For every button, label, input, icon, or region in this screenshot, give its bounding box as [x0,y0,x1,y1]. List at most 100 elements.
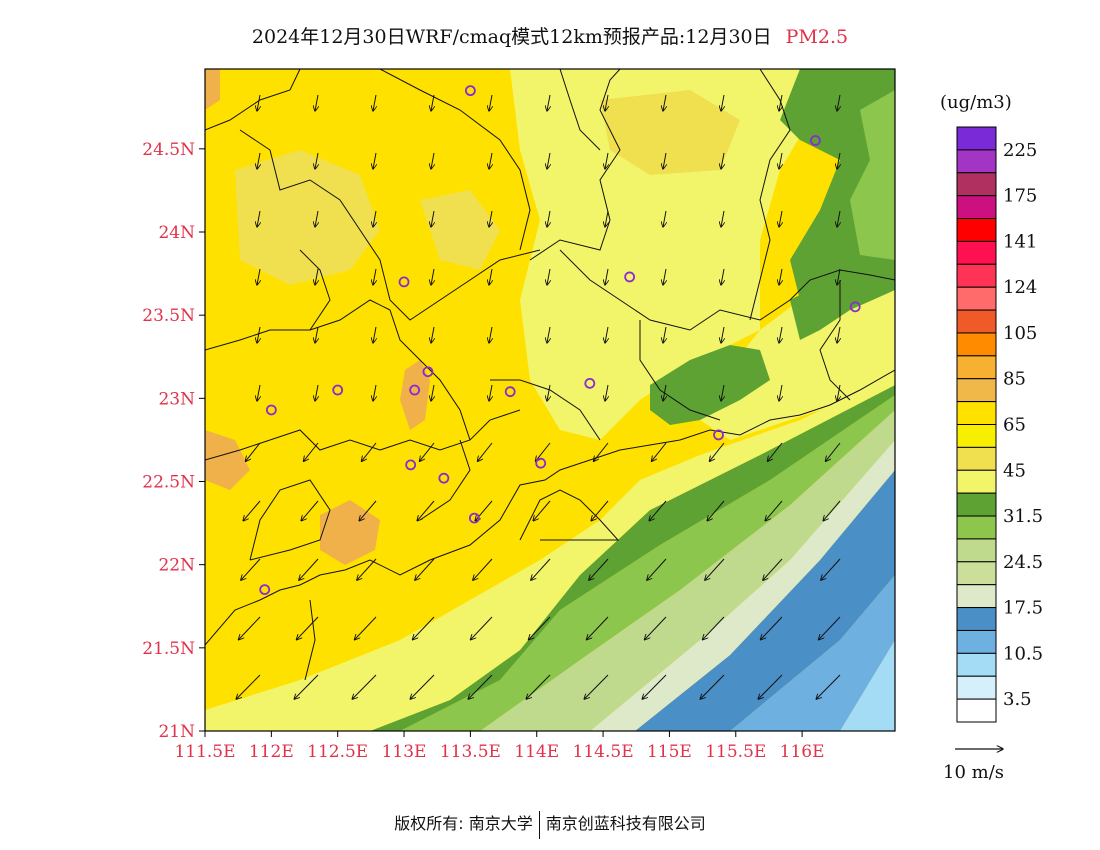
wind-arrow [663,94,666,111]
legend-swatch [956,309,997,334]
wind-arrow [663,152,666,169]
copyright-text: 版权所有: 南京大学 [394,814,533,833]
band-31-fill [370,385,895,731]
band-45-north-fill [510,69,810,440]
lat-tick-label: 24.5N [142,140,195,160]
wind-arrow [415,558,435,580]
map-frame [204,68,896,732]
legend-value-label: 85 [1003,369,1026,390]
band-85-west-fill [205,430,250,490]
wind-arrow [816,674,841,699]
wind-arrow [243,500,261,521]
legend-swatch [956,607,997,631]
wind-arrow [605,384,608,401]
wind-arrow [605,94,608,111]
wind-arrow [257,152,260,169]
wind-arrow [605,326,608,343]
lat-tick-label: 22.5N [142,473,195,493]
wind-arrow [584,674,609,699]
wind-arrow [649,500,667,521]
wind-arrow [315,384,318,401]
band-45-coast-fill [205,375,895,731]
wind-arrow [431,94,434,111]
legend-value-label: 3.5 [1003,689,1032,710]
lon-tick-label: 113.5E [440,742,501,762]
legend-swatch [956,469,997,494]
wind-arrow [605,152,608,169]
green-lake-fill [650,345,770,425]
legend-swatch [956,515,997,540]
wind-arrow [431,326,434,343]
station-marker [405,459,417,471]
county-border-7 [749,69,791,321]
company-text: 南京创蓝科技有限公司 [545,814,706,833]
wind-arrow [431,268,434,285]
copyright-footer: 版权所有: 南京大学 南京创蓝科技有限公司 [0,810,1100,839]
wind-arrow [489,152,492,169]
lon-tick-label: 115.5E [705,742,766,762]
wind-vectors [236,94,841,699]
lon-tick-label: 111.5E [174,742,235,762]
lat-tick-label: 22N [158,556,195,576]
wind-arrow [819,616,841,640]
legend-swatch [956,492,997,517]
title-pollutant: PM2.5 [785,26,849,48]
station-marker [422,366,434,378]
band-10-fill [730,575,895,731]
wind-arrow [535,442,551,461]
wind-arrow [417,500,435,521]
wind-arrow [663,326,666,343]
wind-arrow [245,442,261,461]
wind-arrow [359,500,377,521]
county-border-5 [559,249,895,331]
legend-swatch [956,446,997,471]
green-north-inner-fill [850,90,895,260]
band-85-south-fill [320,500,380,565]
axis-ticks: 111.5E 112E 112.5E 113E 113.5E 114E 114.5E 115E… [142,140,824,762]
wind-arrow [315,94,318,111]
wind-arrow [468,674,493,699]
station-marker [584,377,596,389]
wind-arrow [257,94,260,111]
county-border-11 [419,439,471,521]
wind-arrow [779,94,782,111]
wind-arrow [837,152,840,169]
wind-arrow [413,616,435,640]
wind-arrow [642,674,667,699]
station-marker [849,301,861,313]
wind-arrow [765,500,783,521]
wind-arrow [489,384,492,401]
lon-tick-label: 114.5E [573,742,634,762]
station-marker [259,584,271,596]
wind-arrow [419,442,435,461]
wind-arrow [373,152,376,169]
county-border-8 [205,409,521,461]
lat-tick-label: 23.5N [142,306,195,326]
station-marker [809,135,821,146]
legend-swatch [956,286,997,311]
wind-arrow [236,674,261,699]
station-marker [713,429,724,441]
wind-arrow [297,616,319,640]
coastline [205,369,895,646]
wind-arrow [779,152,782,169]
legend-swatch [956,218,997,242]
wind-arrow [373,384,376,401]
wind-arrow [779,268,782,285]
wind-arrow [721,210,724,227]
title-main: 2024年12月30日WRF/cmaq模式12km预报产品:12月30日 [251,26,772,48]
wind-arrow [315,152,318,169]
wind-arrow [767,442,783,461]
footer-divider [538,810,540,839]
station-marker [438,472,450,484]
station-marker [464,85,476,97]
county-border-14 [304,599,316,681]
wind-arrow [647,558,667,580]
station-marker [332,384,344,396]
county-border-9 [490,379,601,441]
wind-arrow [241,558,261,580]
wind-arrow [257,384,260,401]
wind-arrow [587,616,609,640]
wind-arrow [703,616,725,640]
legend-swatch [956,538,997,563]
